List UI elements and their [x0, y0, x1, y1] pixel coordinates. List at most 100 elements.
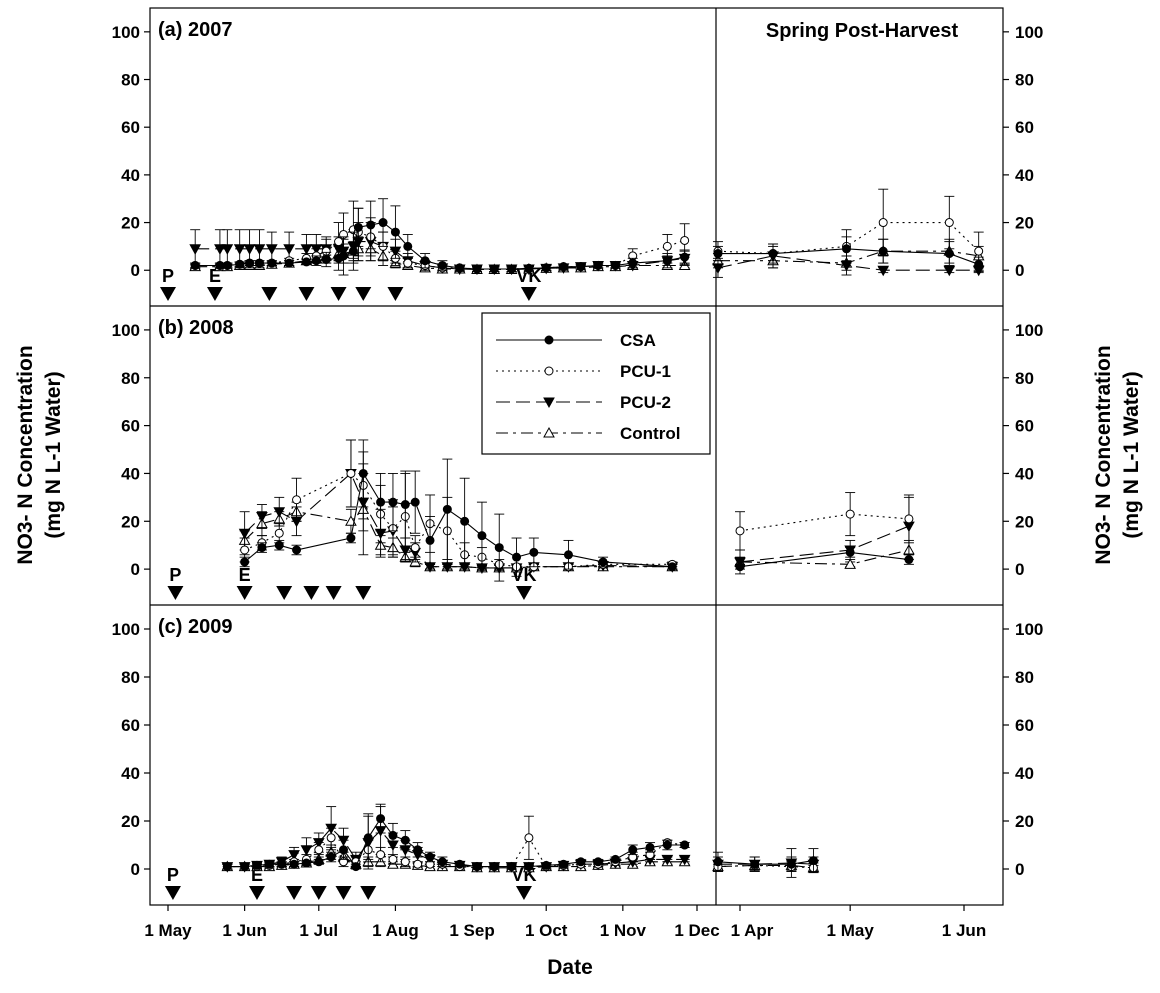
panel-label: (c) 2009 [158, 616, 233, 638]
event-marker [261, 287, 278, 301]
event-marker [355, 586, 372, 600]
event-marker [387, 287, 404, 301]
series-line [195, 241, 685, 270]
event-marker [286, 886, 303, 900]
x-tick-label: 1 Nov [600, 921, 647, 940]
y-axis-title-right: NO3- N Concentration (mg N L-1 Water) [1092, 345, 1143, 564]
right-section-title: Spring Post-Harvest [766, 20, 959, 42]
legend-item: Control [496, 424, 680, 443]
data-point [326, 852, 336, 862]
data-point [288, 850, 300, 861]
data-point [321, 255, 331, 265]
data-point [507, 264, 517, 274]
data-point [944, 249, 954, 259]
data-point [628, 845, 638, 855]
data-point [455, 859, 465, 869]
legend-label: PCU-1 [620, 362, 671, 381]
data-point [358, 468, 368, 478]
data-point [334, 237, 344, 247]
y-tick-label-left: 80 [121, 369, 140, 388]
series-line [244, 472, 673, 568]
data-point [301, 858, 311, 868]
event-label: P [169, 565, 181, 585]
event-marker [298, 287, 315, 301]
data-point [366, 220, 376, 230]
data-point [420, 256, 430, 266]
data-point [301, 257, 311, 267]
data-point [678, 854, 691, 866]
event-marker [303, 586, 320, 600]
data-point [904, 555, 914, 565]
data-point [489, 862, 499, 872]
data-point [403, 241, 413, 251]
y-tick-label-right: 100 [1015, 23, 1043, 42]
data-point [472, 264, 482, 274]
data-point [413, 859, 423, 869]
data-point [524, 833, 534, 843]
event-marker [164, 886, 181, 900]
event-label: VK [516, 266, 541, 286]
data-point [559, 262, 569, 272]
data-point [750, 859, 760, 869]
data-point [425, 535, 435, 545]
y-tick-label-left: 60 [121, 118, 140, 137]
data-point [667, 562, 677, 572]
data-point [289, 859, 299, 869]
data-point [238, 528, 251, 540]
data-point [610, 854, 620, 864]
series-line [717, 864, 814, 869]
data-point [390, 227, 400, 237]
data-point [265, 244, 278, 255]
legend-label: PCU-2 [620, 393, 671, 412]
data-point [878, 218, 888, 228]
data-point [214, 244, 226, 255]
data-point [351, 862, 361, 872]
data-point [339, 251, 349, 261]
y-tick-label-left: 100 [112, 620, 140, 639]
legend-marker [543, 397, 555, 409]
legend-marker [544, 366, 554, 376]
data-point [252, 860, 262, 870]
y-tick-label-left: 80 [121, 71, 140, 90]
legend-item: CSA [496, 331, 656, 350]
y-tick-label-left: 40 [121, 764, 140, 783]
data-point [598, 557, 608, 567]
legend-item: PCU-1 [496, 362, 671, 381]
data-point [713, 857, 723, 867]
data-point [273, 507, 286, 518]
svg-text:(mg N L-1 Water): (mg N L-1 Water) [1120, 371, 1143, 538]
y-tick-label-right: 80 [1015, 71, 1034, 90]
data-point [274, 528, 284, 538]
y-tick-label-right: 20 [1015, 812, 1034, 831]
y-tick-label-left: 20 [121, 812, 140, 831]
data-point [645, 842, 655, 852]
data-point [314, 845, 324, 855]
data-point [240, 862, 250, 872]
data-point [735, 562, 745, 572]
x-tick-label: 1 Aug [372, 921, 419, 940]
series-csa-spring [712, 236, 984, 272]
data-point [808, 856, 818, 866]
series-pcu-1-spring [712, 188, 984, 271]
y-tick-label-right: 60 [1015, 417, 1034, 436]
data-point [413, 845, 423, 855]
y-tick-label-right: 0 [1015, 860, 1024, 879]
data-point [455, 263, 465, 273]
data-point [437, 260, 447, 270]
x-axis-title: Date [547, 956, 593, 979]
series-line [717, 222, 980, 255]
legend-box [481, 312, 711, 455]
data-point [346, 533, 356, 543]
data-point [400, 500, 410, 510]
series-line [244, 472, 673, 569]
x-tick-label: 1 Dec [674, 921, 719, 940]
data-point [222, 862, 232, 872]
legend-label: CSA [620, 331, 656, 350]
y-tick-label-right: 40 [1015, 764, 1034, 783]
data-point [477, 531, 487, 541]
data-point [541, 860, 551, 870]
event-marker [325, 586, 342, 600]
data-point [403, 258, 413, 268]
series-line [739, 549, 910, 565]
